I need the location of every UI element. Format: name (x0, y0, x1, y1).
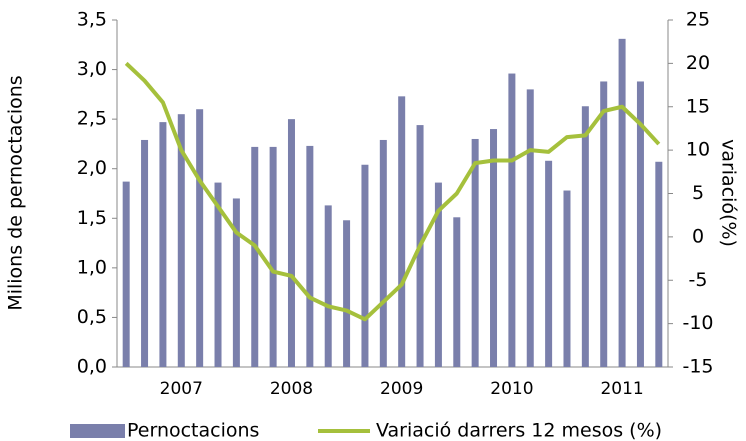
x-tick-label: 2009 (380, 379, 423, 399)
bar (214, 182, 222, 367)
bar (398, 96, 406, 367)
bar (600, 81, 608, 368)
bar (177, 114, 185, 367)
bar (196, 109, 204, 367)
y-tick-label: 0,0 (77, 356, 107, 378)
legend-swatch (70, 424, 125, 438)
y2-tick-label: 10 (686, 139, 710, 161)
bar (379, 139, 387, 367)
y-tick-label: 0,5 (77, 306, 107, 328)
bar (563, 190, 571, 367)
bar (361, 164, 369, 367)
bar (306, 145, 314, 367)
bar (434, 182, 442, 367)
y2-tick-label: -5 (689, 269, 708, 291)
y-tick-label: 2,0 (77, 157, 107, 179)
bar (655, 161, 663, 367)
bar (545, 160, 553, 367)
bar (159, 122, 167, 367)
y-tick-label: 1,5 (77, 207, 107, 229)
bar (287, 119, 295, 368)
bar (324, 205, 332, 367)
bar (141, 139, 149, 367)
y-tick-label: 3,5 (77, 9, 107, 31)
y2-tick-label: 25 (686, 9, 710, 31)
x-tick-label: 2011 (600, 379, 643, 399)
bar (490, 129, 498, 367)
bar (618, 38, 626, 367)
bar (232, 198, 240, 367)
bar (343, 220, 351, 367)
y2-tick-label: 5 (692, 182, 704, 204)
x-tick-label: 2008 (270, 379, 313, 399)
bar (471, 138, 479, 367)
y2-tick-label: 15 (686, 95, 710, 117)
bar (122, 181, 130, 367)
bar (636, 81, 644, 368)
x-tick-label: 2010 (490, 379, 533, 399)
x-tick-label: 2007 (160, 379, 203, 399)
legend-label: Variació darrers 12 mesos (%) (376, 420, 662, 441)
y-tick-label: 2,5 (77, 108, 107, 130)
y-tick-label: 3,0 (77, 58, 107, 80)
y-tick-label: 1,0 (77, 256, 107, 278)
y2-tick-label: -15 (682, 356, 713, 378)
y2-tick-label: -10 (682, 312, 713, 334)
y2-tick-label: 20 (686, 52, 710, 74)
y2-axis-title: variació(%) (718, 139, 740, 247)
bar (508, 73, 516, 367)
bar (269, 146, 277, 367)
bar (581, 106, 589, 368)
y2-tick-label: 0 (692, 225, 704, 247)
y-axis-title: Milions de pernoctacions (5, 75, 27, 310)
bar (251, 146, 259, 367)
legend-label: Pernoctacions (127, 420, 259, 441)
line (124, 61, 661, 322)
bar (453, 217, 461, 367)
bar (526, 89, 534, 368)
